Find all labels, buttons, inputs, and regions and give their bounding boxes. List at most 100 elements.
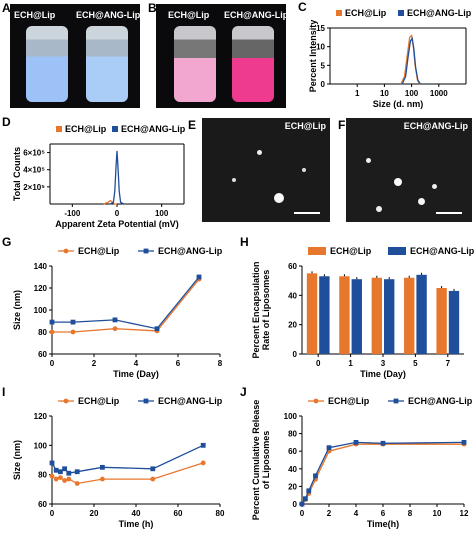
legend-label: ECH@ANG-Lip <box>121 124 186 134</box>
vial-left <box>26 26 68 102</box>
y-tick-label: 20 <box>288 321 297 330</box>
legend-swatch <box>308 247 326 255</box>
bar <box>384 279 395 354</box>
photo-b-label-ang: ECH@ANG-Lip <box>224 10 286 20</box>
panel-letter: I <box>2 385 5 399</box>
data-point <box>112 326 118 332</box>
bar <box>404 277 415 354</box>
particle <box>418 198 425 205</box>
chart-panel-g: G 60 80 100 120 140 0 2 4 6 8 Time (Day) Size (nm) EC… <box>2 235 223 379</box>
legend-label: ECH@ANG-Lip <box>410 246 474 256</box>
x-tick-label: 7 <box>446 359 451 368</box>
series-line <box>301 441 465 505</box>
bar <box>371 277 382 354</box>
data-point <box>70 329 76 335</box>
y-tick-label: 60 <box>38 500 47 509</box>
y-tick-label: 80 <box>38 328 47 337</box>
x-tick-label: 40 <box>132 509 141 518</box>
data-point <box>74 469 80 475</box>
bar <box>416 274 427 354</box>
x-tick-label: 0 <box>316 359 321 368</box>
chart-panel-i: I 60 80 100 120 0 20 40 60 80 Time (h) Size (nm) ECH… <box>2 385 225 529</box>
legend-marker <box>143 248 149 254</box>
vial-right <box>86 26 128 102</box>
series-line <box>109 150 125 205</box>
x-tick-label: -100 <box>64 209 81 218</box>
x-tick-label: 10 <box>433 509 442 518</box>
x-tick-label: 0 <box>50 359 55 368</box>
data-point <box>66 476 72 482</box>
legend-swatch <box>398 10 404 16</box>
y-tick-label: 0 <box>293 500 298 509</box>
y-tick-label: 5 <box>321 61 326 70</box>
x-axis-title: Time (Day) <box>360 369 406 379</box>
y-tick-label: 40 <box>288 465 297 474</box>
y-tick-label: 0 <box>321 80 326 89</box>
x-tick-label: 4 <box>134 359 139 368</box>
x-tick-label: 80 <box>216 509 225 518</box>
photo-vials-fluorescence: ECH@Lip ECH@ANG-Lip <box>156 4 286 108</box>
chart-panel-c: C 0 5 10 15 1 10 100 1000 Size (d. nm) Percent Int… <box>298 0 472 109</box>
data-point <box>62 478 67 483</box>
x-axis-title: Time(h) <box>367 519 399 529</box>
y-tick-label: 40 <box>288 291 297 300</box>
data-point <box>53 467 59 473</box>
chart-panel-h: H 0 20 40 60 0 1 3 5 7 Time (Day) Percent Encapsula… <box>240 235 474 379</box>
series-line <box>51 444 204 474</box>
y-tick-label: 6×10⁵ <box>23 149 45 158</box>
bar <box>436 288 447 354</box>
data-point <box>58 469 63 475</box>
photo-vials-daylight: ECH@Lip ECH@ANG-Lip <box>10 4 140 108</box>
scale-bar <box>436 212 462 214</box>
panel-letter: C <box>298 0 307 14</box>
data-point <box>66 470 72 476</box>
legend-label: ECH@ANG-Lip <box>408 396 473 406</box>
tem-f-label: ECH@ANG-Lip <box>403 121 468 131</box>
data-point <box>306 488 312 494</box>
series-line <box>103 199 117 205</box>
x-tick-label: 1 <box>355 89 360 98</box>
y-axis-title: Percent Intensity <box>308 20 318 93</box>
x-tick-label: 2 <box>92 359 97 368</box>
y-tick-label: 20 <box>288 482 297 491</box>
bar <box>448 290 460 354</box>
particle <box>394 178 402 186</box>
x-tick-label: 2 <box>327 509 332 518</box>
x-tick-label: 3 <box>381 359 386 368</box>
data-point <box>58 475 63 480</box>
y-tick-label: 15 <box>316 24 325 33</box>
data-point <box>49 319 55 325</box>
data-point <box>196 274 202 280</box>
legend-swatch <box>112 126 118 132</box>
x-tick-label: 4 <box>354 509 359 518</box>
y-tick-label: 60 <box>288 447 297 456</box>
tem-image-lip: ECH@Lip <box>202 118 330 222</box>
photo-a-label-ang: ECH@ANG-Lip <box>76 10 140 20</box>
data-point <box>299 501 305 507</box>
x-axis-title: Size (d. nm) <box>373 99 424 109</box>
y-axis-title: Percent EncapsulationRate of Liposomes <box>251 261 271 358</box>
panel-letter-e: E <box>188 118 197 132</box>
y-tick-label: 100 <box>284 412 298 421</box>
bar <box>319 276 330 354</box>
x-axis-title: Time (Day) <box>113 369 159 379</box>
panel-letter: D <box>2 115 11 129</box>
legend-swatch <box>336 10 342 16</box>
y-axis-title: Size (nm) <box>12 440 22 480</box>
data-point <box>353 440 359 445</box>
panel-letter: H <box>240 235 249 249</box>
x-axis-title: Apparent Zeta Potential (mV) <box>55 219 179 229</box>
x-axis-title: Time (h) <box>119 519 154 529</box>
data-point <box>100 476 105 482</box>
legend-label: ECH@Lip <box>65 124 107 134</box>
tem-image-ang-lip: ECH@ANG-Lip <box>346 118 472 222</box>
vial-right <box>232 26 274 102</box>
y-axis-title: Size (nm) <box>12 290 22 330</box>
legend-marker <box>313 398 319 404</box>
data-point <box>70 319 76 325</box>
series-line <box>51 462 204 485</box>
vial-left <box>174 26 216 102</box>
legend-label: ECH@ANG-Lip <box>407 8 472 18</box>
y-tick-label: 0 <box>293 350 298 359</box>
